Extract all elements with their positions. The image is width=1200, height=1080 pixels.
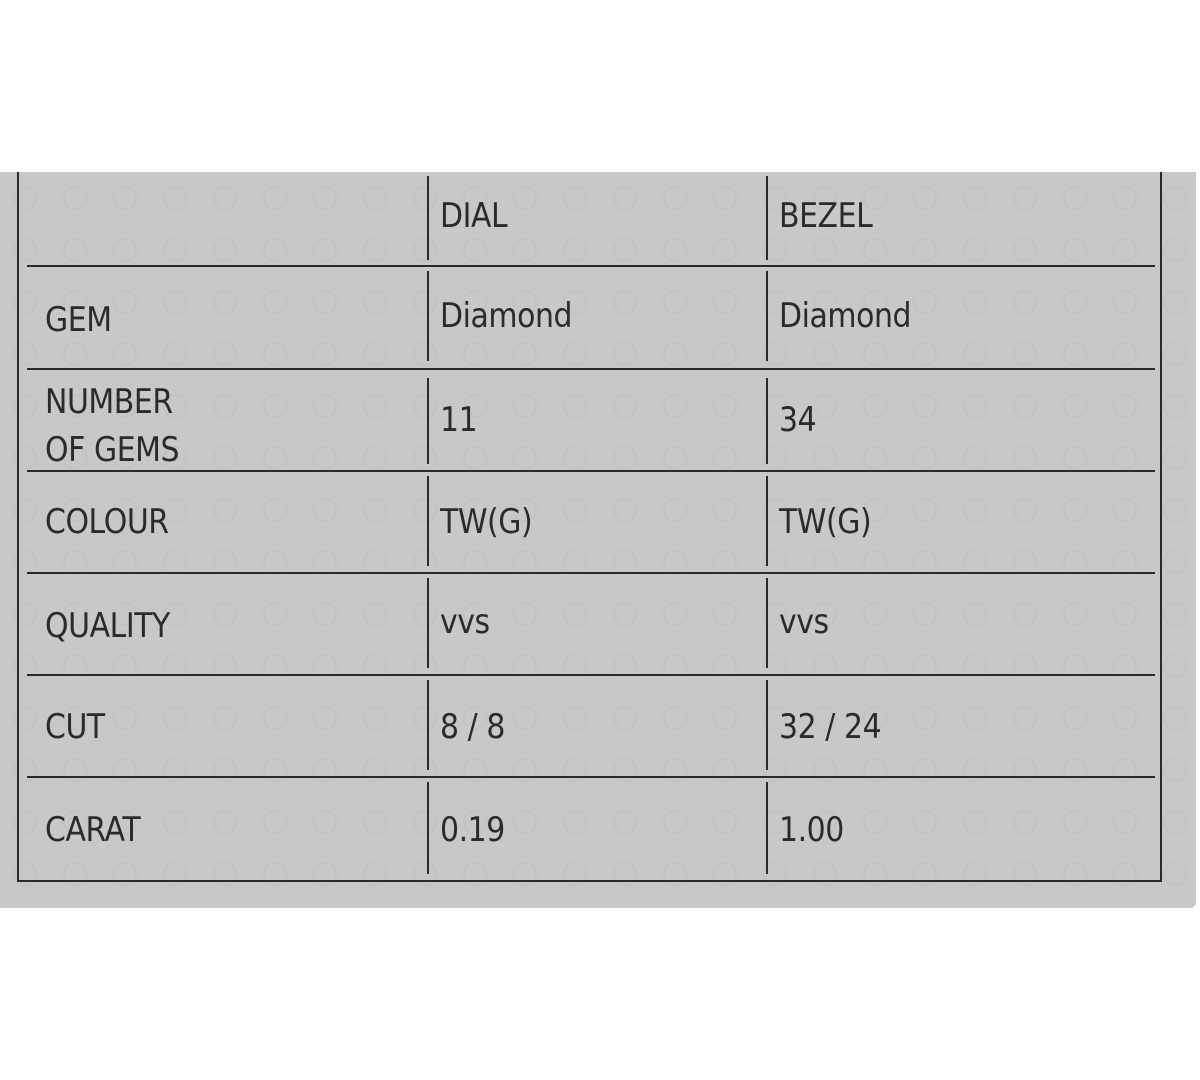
row-label-cut: CUT	[45, 707, 105, 747]
column-divider	[427, 378, 429, 464]
row-label-number-of-gems-line1: NUMBER	[45, 382, 173, 422]
cell-dial-colour: TW(G)	[440, 502, 533, 542]
header-bezel: BEZEL	[779, 196, 873, 236]
column-divider	[766, 378, 768, 464]
row-label-number-of-gems-line2: OF GEMS	[45, 430, 180, 470]
header-dial: DIAL	[440, 196, 508, 236]
column-divider	[427, 782, 429, 874]
column-divider	[766, 176, 768, 260]
column-divider	[766, 476, 768, 566]
row-label-colour: COLOUR	[45, 502, 169, 542]
cell-bezel-colour: TW(G)	[779, 502, 872, 542]
row-divider	[27, 265, 1155, 267]
gem-certificate-card: DIAL BEZEL GEM Diamond Diamond NUMBER OF…	[0, 172, 1196, 908]
column-divider	[427, 176, 429, 260]
column-divider	[427, 476, 429, 566]
cell-dial-number-of-gems: 11	[440, 400, 478, 440]
row-divider	[27, 674, 1155, 676]
column-divider	[766, 782, 768, 874]
cell-dial-cut: 8 / 8	[440, 707, 505, 747]
cell-dial-gem: Diamond	[440, 296, 573, 336]
cell-bezel-gem: Diamond	[779, 296, 912, 336]
column-divider	[427, 578, 429, 668]
row-divider	[27, 368, 1155, 370]
row-divider	[27, 572, 1155, 574]
column-divider	[766, 271, 768, 361]
row-label-carat: CARAT	[45, 810, 141, 850]
cell-bezel-quality: vvs	[779, 602, 829, 642]
row-label-quality: QUALITY	[45, 606, 170, 646]
column-divider	[427, 271, 429, 361]
column-divider	[766, 680, 768, 770]
cell-bezel-cut: 32 / 24	[779, 707, 882, 747]
column-divider	[427, 680, 429, 770]
column-divider	[766, 578, 768, 668]
row-divider	[27, 776, 1155, 778]
cell-dial-quality: vvs	[440, 602, 490, 642]
cell-dial-carat: 0.19	[440, 810, 505, 850]
row-divider	[27, 470, 1155, 472]
table-frame: DIAL BEZEL GEM Diamond Diamond NUMBER OF…	[17, 172, 1162, 882]
cell-bezel-carat: 1.00	[779, 810, 844, 850]
cell-bezel-number-of-gems: 34	[779, 400, 817, 440]
row-label-gem: GEM	[45, 300, 112, 340]
